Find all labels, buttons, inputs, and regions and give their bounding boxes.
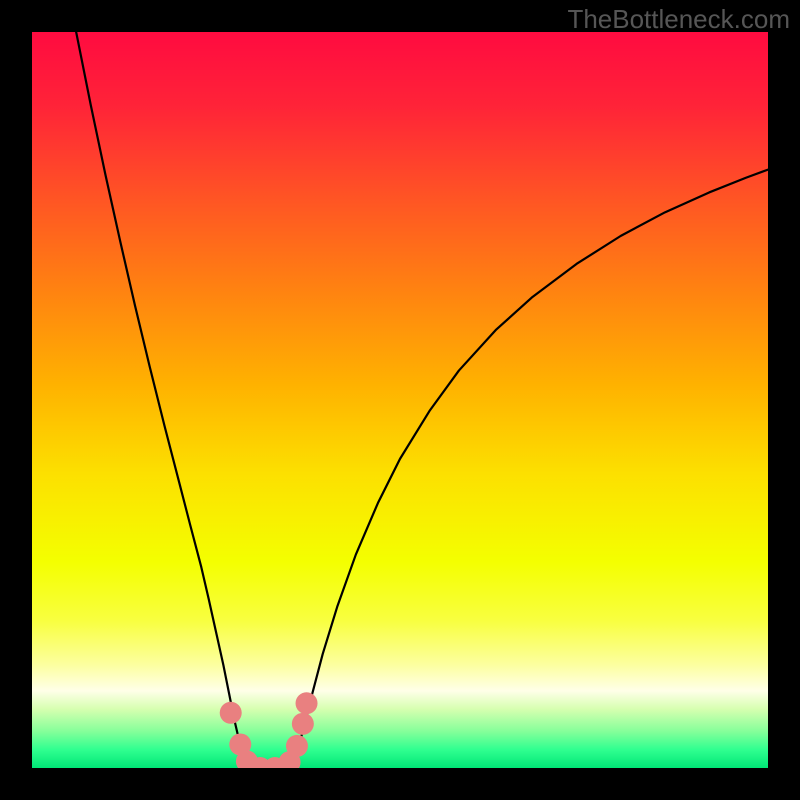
- watermark-label: TheBottleneck.com: [567, 4, 790, 35]
- curve-marker: [292, 713, 314, 735]
- gradient-background: [32, 32, 768, 768]
- curve-marker: [296, 692, 318, 714]
- chart-stage: TheBottleneck.com: [0, 0, 800, 800]
- plot-svg: [32, 32, 768, 768]
- curve-marker: [220, 702, 242, 724]
- plot-area: [32, 32, 768, 768]
- curve-marker: [286, 735, 308, 757]
